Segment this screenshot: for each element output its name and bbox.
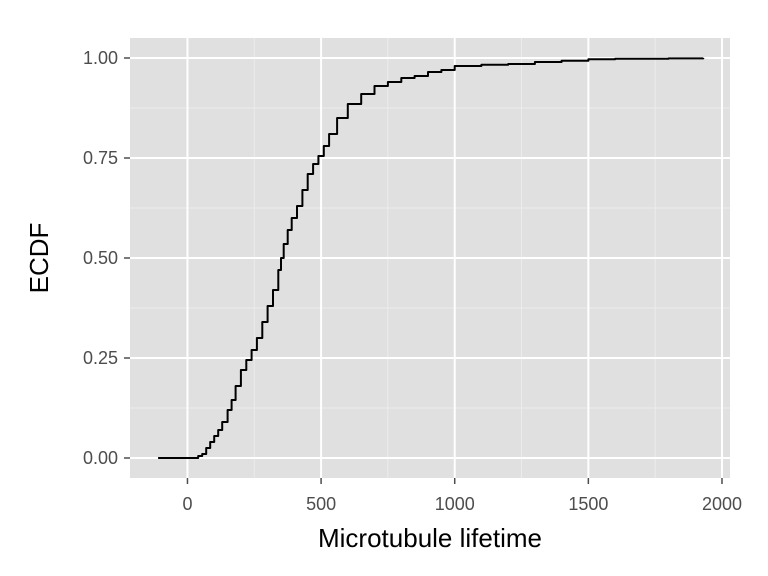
y-axis-title: ECDF bbox=[24, 223, 54, 294]
x-tick-label: 1000 bbox=[435, 494, 475, 514]
x-tick-label: 1500 bbox=[568, 494, 608, 514]
x-tick-label: 0 bbox=[182, 494, 192, 514]
y-axis-ticks: 0.00 0.25 0.50 0.75 1.00 bbox=[83, 48, 130, 468]
y-tick-label: 1.00 bbox=[83, 48, 118, 68]
data-layer bbox=[158, 57, 705, 459]
y-tick-label: 0.75 bbox=[83, 148, 118, 168]
major-grid bbox=[130, 38, 730, 478]
x-axis-ticks: 0 500 1000 1500 2000 bbox=[182, 478, 742, 514]
y-tick-label: 0.25 bbox=[83, 348, 118, 368]
y-tick-label: 0.00 bbox=[83, 448, 118, 468]
ecdf-line bbox=[158, 57, 705, 459]
x-axis-title: Microtubule lifetime bbox=[318, 523, 542, 553]
x-tick-label: 2000 bbox=[702, 494, 742, 514]
x-tick-label: 500 bbox=[306, 494, 336, 514]
y-tick-label: 0.50 bbox=[83, 248, 118, 268]
